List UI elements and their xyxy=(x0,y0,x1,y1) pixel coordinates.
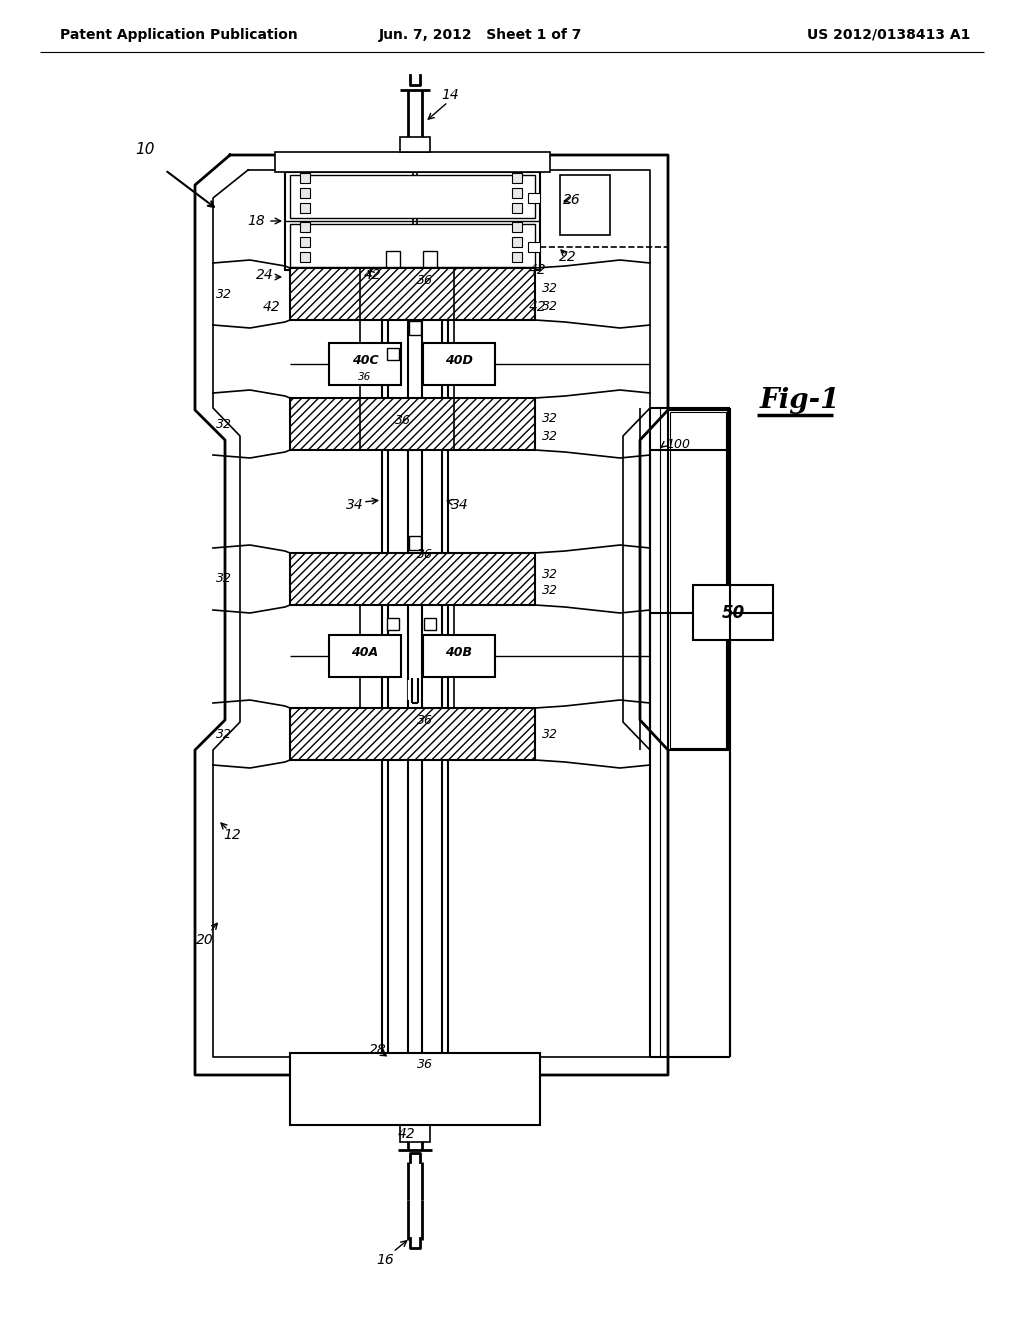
Text: 36: 36 xyxy=(417,714,433,726)
Text: US 2012/0138413 A1: US 2012/0138413 A1 xyxy=(807,28,970,42)
Text: 40A: 40A xyxy=(351,647,379,660)
Bar xyxy=(275,152,550,172)
Text: 32: 32 xyxy=(216,417,232,430)
Bar xyxy=(424,618,436,630)
Bar xyxy=(512,203,522,213)
Text: 34: 34 xyxy=(452,498,469,512)
Bar xyxy=(693,585,773,640)
Bar xyxy=(290,553,535,605)
Text: 100: 100 xyxy=(666,437,690,450)
Text: 26: 26 xyxy=(563,193,581,207)
Bar xyxy=(300,173,310,183)
Text: 50: 50 xyxy=(721,605,744,622)
Text: 32: 32 xyxy=(542,412,558,425)
Text: 32: 32 xyxy=(542,568,558,581)
Text: 42: 42 xyxy=(529,300,547,314)
Text: 32: 32 xyxy=(542,585,558,598)
Bar xyxy=(290,268,535,319)
Text: 32: 32 xyxy=(216,288,232,301)
Bar xyxy=(386,251,400,267)
Text: 32: 32 xyxy=(542,429,558,442)
Bar xyxy=(285,172,540,271)
Bar xyxy=(290,224,535,267)
Text: 40C: 40C xyxy=(351,355,378,367)
Bar xyxy=(423,251,437,267)
Bar xyxy=(512,238,522,247)
Text: 36: 36 xyxy=(417,273,433,286)
Text: 36: 36 xyxy=(417,1059,433,1072)
Bar xyxy=(512,173,522,183)
Bar xyxy=(290,176,535,218)
Text: 40D: 40D xyxy=(445,355,473,367)
Bar xyxy=(423,635,495,677)
Bar xyxy=(290,708,535,760)
Text: Jun. 7, 2012   Sheet 1 of 7: Jun. 7, 2012 Sheet 1 of 7 xyxy=(378,28,582,42)
Bar xyxy=(528,242,540,252)
Bar xyxy=(290,399,535,450)
Text: 32: 32 xyxy=(216,727,232,741)
Bar xyxy=(668,411,728,750)
Bar xyxy=(387,618,399,630)
Bar xyxy=(512,222,522,232)
Bar xyxy=(409,321,421,335)
Bar xyxy=(528,193,540,203)
Bar xyxy=(329,635,401,677)
Text: 42: 42 xyxy=(529,263,547,277)
Text: 12: 12 xyxy=(223,828,241,842)
Text: 42: 42 xyxy=(398,1127,416,1140)
Bar xyxy=(423,343,495,385)
Bar xyxy=(290,1053,540,1125)
Bar xyxy=(670,412,726,748)
Text: Patent Application Publication: Patent Application Publication xyxy=(60,28,298,42)
Text: 22: 22 xyxy=(559,249,577,264)
Text: 24: 24 xyxy=(256,268,273,282)
Bar xyxy=(387,348,399,360)
Bar xyxy=(400,1119,430,1142)
Polygon shape xyxy=(195,154,668,1074)
Text: 34: 34 xyxy=(346,498,364,512)
Text: 36: 36 xyxy=(358,372,372,381)
Text: 36: 36 xyxy=(417,549,433,561)
Bar xyxy=(300,187,310,198)
Text: 32: 32 xyxy=(216,573,232,586)
Bar xyxy=(512,252,522,261)
Text: 28: 28 xyxy=(369,1043,387,1057)
Text: Fig-1: Fig-1 xyxy=(760,387,841,413)
Bar xyxy=(300,222,310,232)
Text: 32: 32 xyxy=(542,300,558,313)
Text: 42: 42 xyxy=(365,268,382,282)
Text: 16: 16 xyxy=(376,1253,394,1267)
Text: 18: 18 xyxy=(247,214,265,228)
Text: 40B: 40B xyxy=(445,647,472,660)
Text: 42: 42 xyxy=(263,300,281,314)
Bar xyxy=(400,137,430,152)
Bar xyxy=(409,536,421,550)
Text: 36: 36 xyxy=(395,413,411,426)
Text: 14: 14 xyxy=(441,88,459,102)
Bar xyxy=(560,176,610,235)
Bar xyxy=(300,203,310,213)
Bar xyxy=(512,187,522,198)
Text: 10: 10 xyxy=(135,143,155,157)
Text: 32: 32 xyxy=(542,282,558,296)
Bar xyxy=(329,343,401,385)
Text: 32: 32 xyxy=(542,727,558,741)
Bar xyxy=(300,238,310,247)
Bar xyxy=(300,252,310,261)
Text: 20: 20 xyxy=(197,933,214,946)
